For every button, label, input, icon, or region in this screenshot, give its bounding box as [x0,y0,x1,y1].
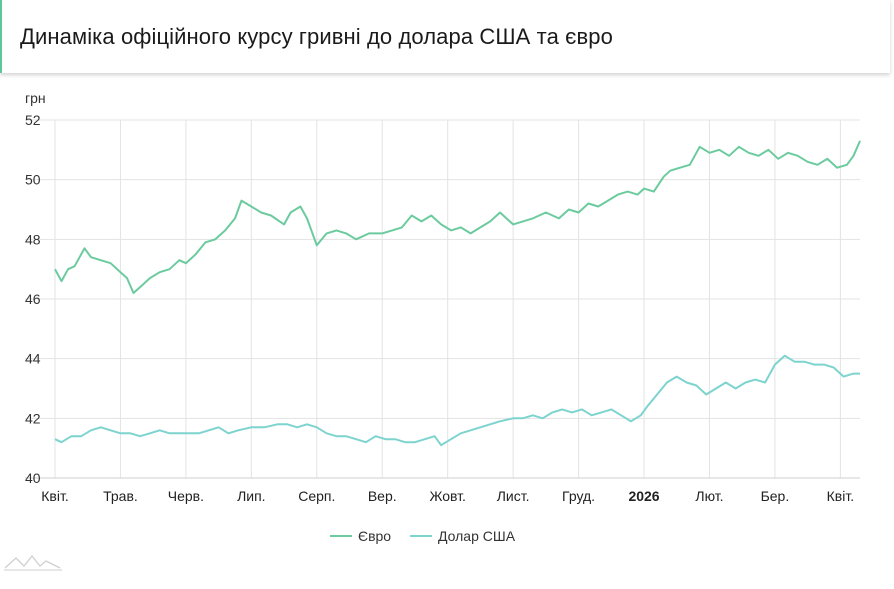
series-layer [54,140,861,447]
x-tick-label: Лют. [695,488,723,504]
y-tick-label: 44 [25,351,41,367]
x-tick-label: Квіт. [827,488,854,504]
x-tick-label: Черв. [168,488,204,504]
grid-layer [25,119,860,479]
y-tick-label: 48 [25,231,41,247]
chart-header: Динаміка офіційного курсу гривні до дола… [0,0,890,73]
x-tick-label: 2026 [628,488,659,504]
x-tick-labels: Квіт. Трав. Черв. Лип. Серп. Вер. Жовт. Лист. Гр… [41,488,854,504]
x-tick-label: Жовт. [429,488,465,504]
y-tick-label: 40 [25,470,41,486]
legend-label[interactable]: Долар США [438,528,516,544]
x-tick-label: Квіт. [41,488,68,504]
x-tick-label: Груд. [562,488,595,504]
brand-logo-icon [4,554,62,571]
y-tick-label: 42 [25,410,41,426]
y-tick-label: 52 [25,112,41,128]
x-tick-label: Бер. [761,488,790,504]
legend[interactable]: Євро Долар США [330,528,516,544]
legend-label[interactable]: Євро [358,528,391,544]
x-tick-label: Трав. [103,488,138,504]
series-line [54,354,860,447]
series-line [54,140,861,294]
y-tick-labels: 40 42 44 46 48 50 52 [25,112,41,486]
x-tick-label: Лип. [237,488,265,504]
x-tick-label: Вер. [368,488,397,504]
y-tick-label: 50 [25,172,41,188]
chart-title: Динаміка офіційного курсу гривні до дола… [20,24,613,49]
y-unit-label: грн [25,90,46,106]
x-tick-label: Лист. [497,488,530,504]
x-tick-label: Серп. [298,488,335,504]
y-tick-label: 46 [25,291,41,307]
